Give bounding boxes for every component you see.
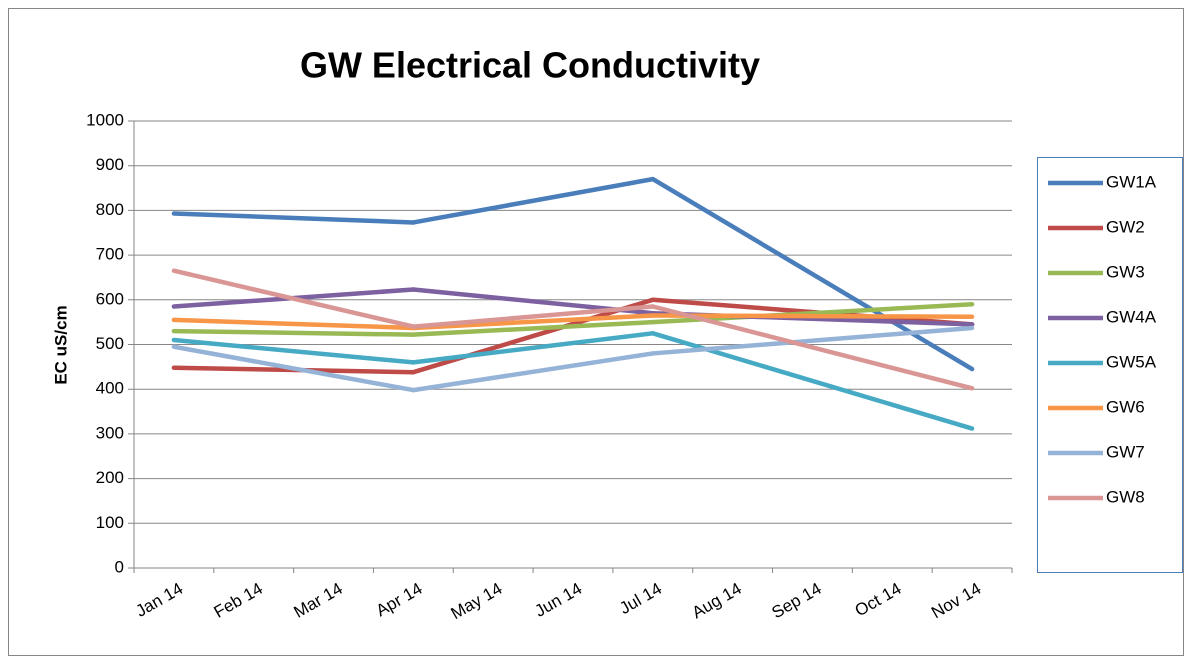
legend-label: GW3 — [1106, 262, 1145, 281]
y-tick-label: 400 — [96, 379, 124, 398]
series-segment — [411, 176, 656, 225]
legend-label: GW1A — [1106, 172, 1157, 191]
series-segment — [411, 331, 656, 365]
series-segment — [650, 304, 975, 391]
series-segment — [650, 313, 975, 320]
chart-title: GW Electrical Conductivity — [300, 45, 760, 86]
series-segment — [171, 268, 416, 329]
y-tick-label: 500 — [96, 334, 124, 353]
y-tick-label: 600 — [96, 289, 124, 308]
series-segment — [171, 211, 416, 225]
series-segment — [171, 317, 416, 331]
series-segment — [411, 304, 656, 329]
y-tick-label: 1000 — [86, 110, 124, 129]
y-tick-label: 200 — [96, 468, 124, 487]
series-segment — [411, 351, 656, 393]
series-segment — [411, 319, 656, 337]
series-segment — [650, 176, 975, 372]
legend-label: GW4A — [1106, 307, 1157, 326]
series-segment — [650, 325, 975, 356]
legend-label: GW2 — [1106, 217, 1145, 236]
series-segment — [411, 313, 656, 331]
y-tick-label: 300 — [96, 423, 124, 442]
series-segment — [171, 328, 416, 337]
legend-label: GW8 — [1106, 487, 1145, 506]
legend-label: GW5A — [1106, 352, 1157, 371]
legend-label: GW6 — [1106, 397, 1145, 416]
legend-label: GW7 — [1106, 442, 1145, 461]
y-axis-label: EC uS/cm — [51, 305, 70, 384]
y-tick-label: 100 — [96, 513, 124, 532]
series-segment — [171, 337, 416, 365]
series-segment — [171, 344, 416, 393]
y-tick-label: 800 — [96, 200, 124, 219]
y-tick-label: 900 — [96, 155, 124, 174]
y-tick-label: 700 — [96, 245, 124, 264]
y-tick-label: 0 — [115, 557, 124, 576]
